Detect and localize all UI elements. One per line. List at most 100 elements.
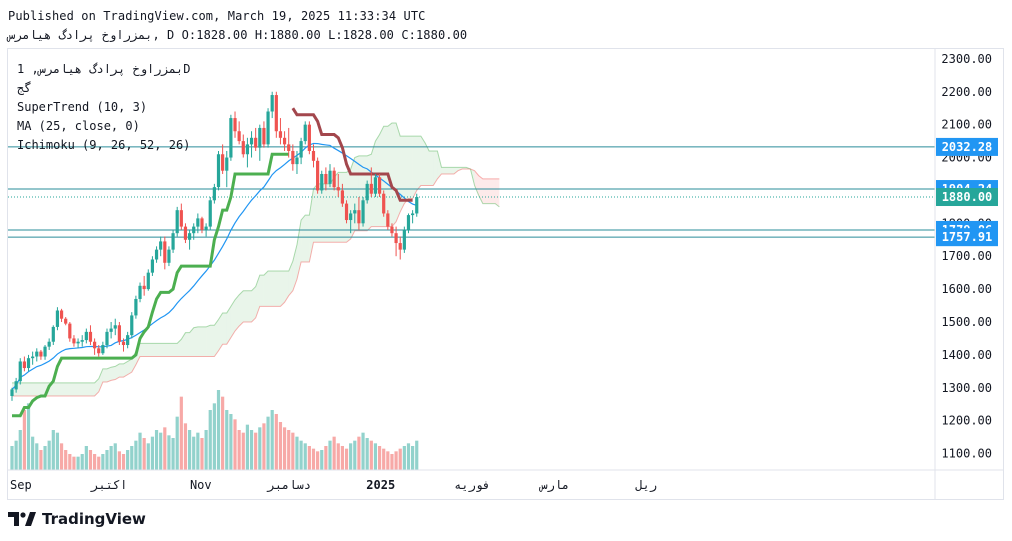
- candle-body: [245, 144, 250, 155]
- volume-bar: [179, 396, 183, 470]
- volume-bar: [18, 430, 22, 470]
- volume-bar: [402, 446, 406, 470]
- candle: [411, 210, 415, 224]
- chart-canvas[interactable]: 1100.00 1200.00 1300.00 1400.00 1500.00 1600.…: [0, 0, 1012, 505]
- cloud-segment: [189, 327, 194, 357]
- candle-body: [31, 356, 35, 359]
- volume-bar: [88, 450, 93, 470]
- candle-body: [59, 310, 64, 319]
- candle: [31, 351, 35, 365]
- volume-bar: [200, 438, 204, 470]
- candle-body: [51, 326, 55, 342]
- cloud-segment: [73, 382, 79, 396]
- legend-ma[interactable]: MA (25, close, 0): [17, 119, 140, 133]
- candle: [398, 236, 402, 260]
- chart-frame[interactable]: [7, 48, 1004, 500]
- volume-bar: [357, 436, 361, 470]
- time-tick-label: 2025: [366, 478, 395, 492]
- cloud-segment: [338, 172, 343, 243]
- cloud-segment: [127, 358, 132, 375]
- volume-bar: [398, 448, 402, 470]
- candle-body: [208, 200, 212, 227]
- candle-body: [402, 229, 406, 250]
- volume-bar: [35, 443, 39, 470]
- candle-body: [258, 127, 262, 148]
- price-tick-label: 1200.00: [941, 414, 992, 428]
- candle: [154, 246, 159, 263]
- cloud-segment: [28, 382, 33, 396]
- volume-bar: [55, 432, 60, 470]
- price-tick-label: 2100.00: [941, 118, 992, 132]
- candle: [344, 200, 349, 224]
- volume-bar: [353, 440, 357, 470]
- candle: [68, 321, 72, 342]
- volume-bar: [159, 432, 163, 470]
- candle: [163, 236, 167, 270]
- price-tick-label: 1600.00: [941, 282, 992, 296]
- candle-body: [254, 137, 258, 148]
- cloud-segment: [458, 167, 463, 171]
- candle-body: [311, 150, 316, 161]
- ma-line: [11, 142, 417, 390]
- volume-bar: [113, 443, 117, 470]
- last-price-label-box: [936, 188, 998, 207]
- cloud-segment: [313, 183, 318, 243]
- volume-bar: [369, 440, 373, 470]
- cloud-segment: [445, 167, 450, 174]
- legend-sub: گج: [17, 81, 32, 95]
- volume-bar: [328, 440, 332, 470]
- cloud-segment: [82, 382, 87, 396]
- cloud-segment: [441, 167, 446, 174]
- volume-bar: [93, 454, 97, 470]
- volume-bar: [43, 446, 47, 470]
- cloud-segment: [57, 382, 62, 396]
- cloud-segment: [115, 363, 120, 380]
- candle: [332, 167, 336, 191]
- cloud-segment: [284, 271, 289, 303]
- cloud-segment: [78, 382, 83, 396]
- cloud-segment: [247, 290, 252, 322]
- candle-body: [225, 157, 229, 171]
- volume-bar: [270, 410, 274, 470]
- candle-body: [221, 154, 225, 171]
- cloud-segment: [495, 178, 500, 207]
- ohlc-info: بمزراوخ پرادگ هیامرس, D O:1828.00 H:1880…: [8, 28, 467, 42]
- cloud-segment: [24, 382, 29, 396]
- legend-ichimoku[interactable]: Ichimoku (9, 26, 52, 26): [17, 138, 191, 152]
- volume-bar: [254, 432, 258, 470]
- volume-bar: [386, 451, 390, 470]
- cloud-segment: [177, 339, 182, 357]
- tradingview-brand[interactable]: TradingView: [8, 510, 146, 528]
- candle-body: [175, 210, 179, 234]
- cloud-segment: [94, 378, 99, 396]
- time-tick-label: Nov: [190, 478, 212, 492]
- volume-bar: [266, 416, 270, 470]
- candle-body: [43, 346, 47, 357]
- candle: [130, 312, 134, 339]
- cloud-segment: [235, 294, 240, 332]
- volume-bar: [274, 414, 278, 470]
- cloud-segment: [400, 136, 405, 212]
- price-tick-label: 2300.00: [941, 52, 992, 66]
- cloud-segment: [462, 167, 467, 170]
- candle: [84, 328, 88, 344]
- volume-bar: [237, 430, 241, 470]
- volume-bar: [204, 430, 208, 470]
- volume-bar: [84, 446, 88, 470]
- candle-body: [394, 233, 398, 244]
- candle: [415, 193, 419, 217]
- cloud-segment: [243, 290, 248, 322]
- cloud-segment: [255, 275, 260, 318]
- candle-body: [47, 341, 51, 347]
- candle: [237, 121, 241, 145]
- candle: [72, 335, 76, 347]
- candle: [138, 282, 142, 303]
- volume-bar: [316, 451, 320, 470]
- candle-body: [237, 131, 241, 142]
- cloud-segment: [342, 172, 347, 243]
- candle-body: [332, 170, 336, 188]
- legend-supertrend[interactable]: SuperTrend (10, 3): [17, 100, 148, 114]
- candle-body: [200, 218, 204, 230]
- candle-body: [146, 272, 150, 290]
- candle: [225, 150, 229, 188]
